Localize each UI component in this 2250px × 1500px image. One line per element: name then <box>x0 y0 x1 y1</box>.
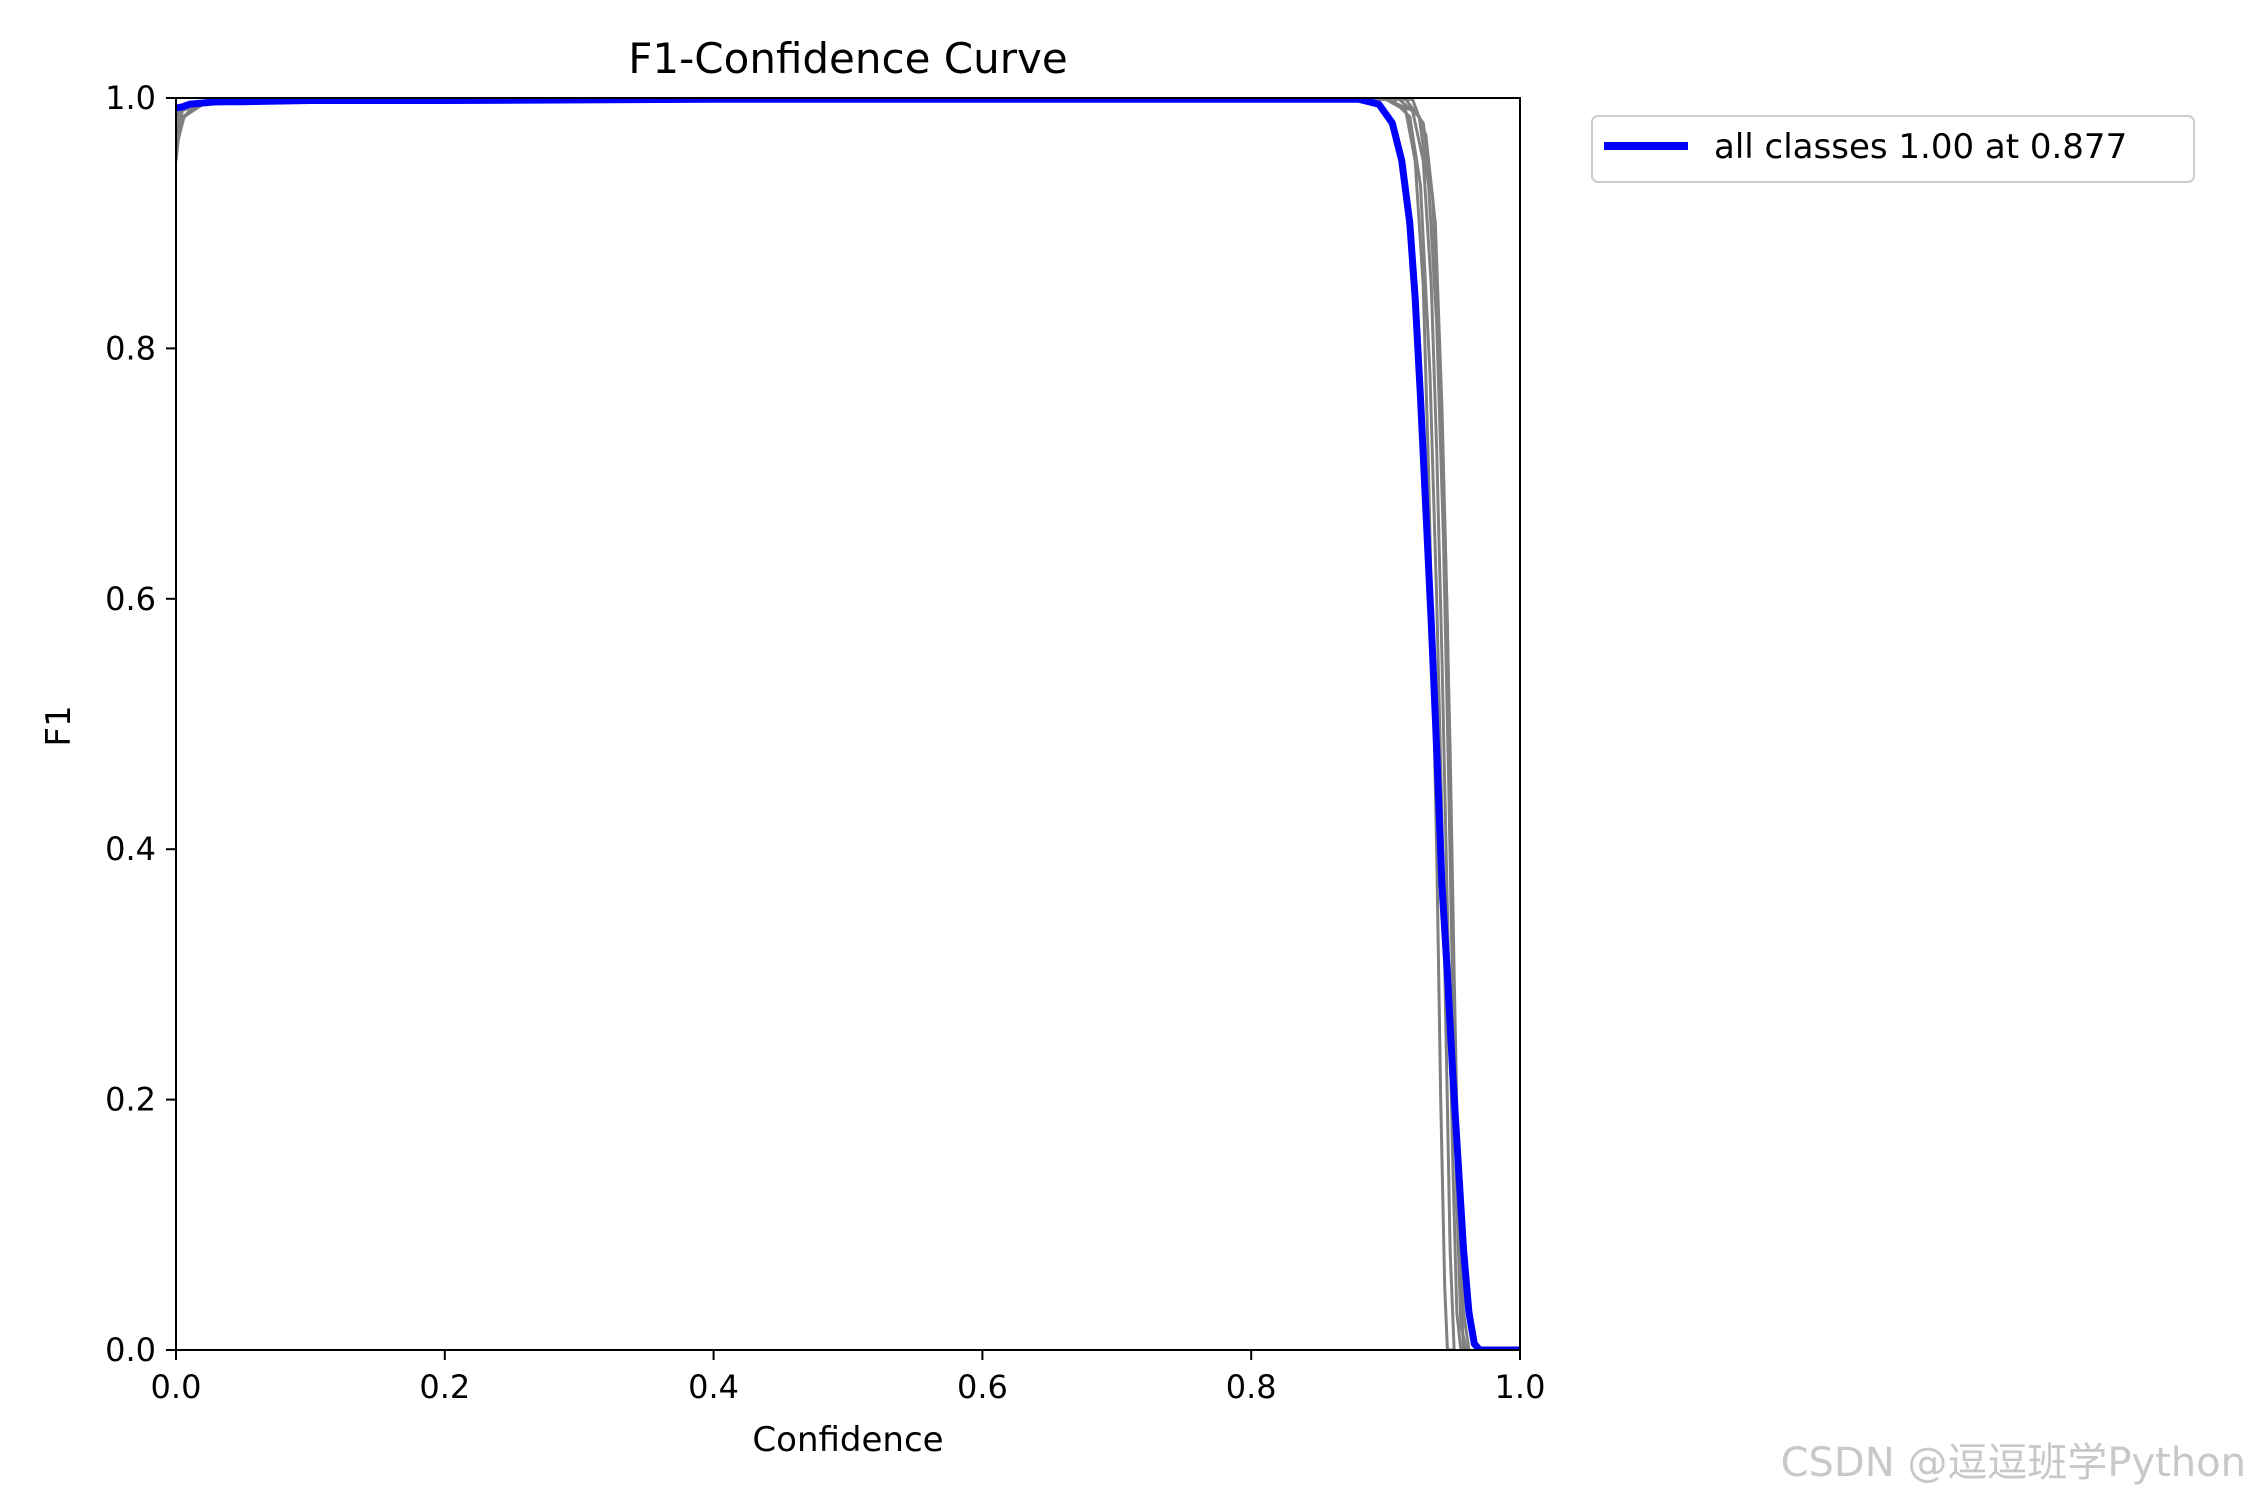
x-tick-label: 1.0 <box>1495 1368 1546 1406</box>
x-tick-label: 0.2 <box>419 1368 470 1406</box>
plot-area <box>176 98 1520 1350</box>
y-axis: 0.0 0.2 0.4 0.6 0.8 1.0 <box>105 79 176 1369</box>
y-tick-label: 0.0 <box>105 1331 156 1369</box>
y-tick-label: 0.4 <box>105 830 156 868</box>
plot-frame <box>175 97 1521 1351</box>
legend: all classes 1.00 at 0.877 <box>1591 115 2195 183</box>
chart-title: F1-Confidence Curve <box>628 34 1067 83</box>
y-tick-label: 0.6 <box>105 580 156 618</box>
series-line-all-classes <box>176 98 1520 1350</box>
y-tick-label: 0.2 <box>105 1081 156 1119</box>
y-tick-label: 1.0 <box>105 79 156 117</box>
x-tick-label: 0.6 <box>957 1368 1008 1406</box>
watermark: CSDN @逗逗班学Python <box>1781 1440 2246 1486</box>
legend-label-all-classes: all classes 1.00 at 0.877 <box>1714 127 2127 167</box>
x-axis-label: Confidence <box>752 1420 943 1460</box>
y-axis-label: F1 <box>39 705 79 746</box>
x-axis: 0.0 0.2 0.4 0.6 0.8 1.0 <box>151 1350 1546 1406</box>
x-tick-label: 0.4 <box>688 1368 739 1406</box>
legend-box <box>1591 115 2195 183</box>
all-classes-series-group <box>176 98 1520 1350</box>
x-tick-label: 0.0 <box>151 1368 202 1406</box>
y-tick-label: 0.8 <box>105 329 156 367</box>
x-tick-label: 0.8 <box>1226 1368 1277 1406</box>
